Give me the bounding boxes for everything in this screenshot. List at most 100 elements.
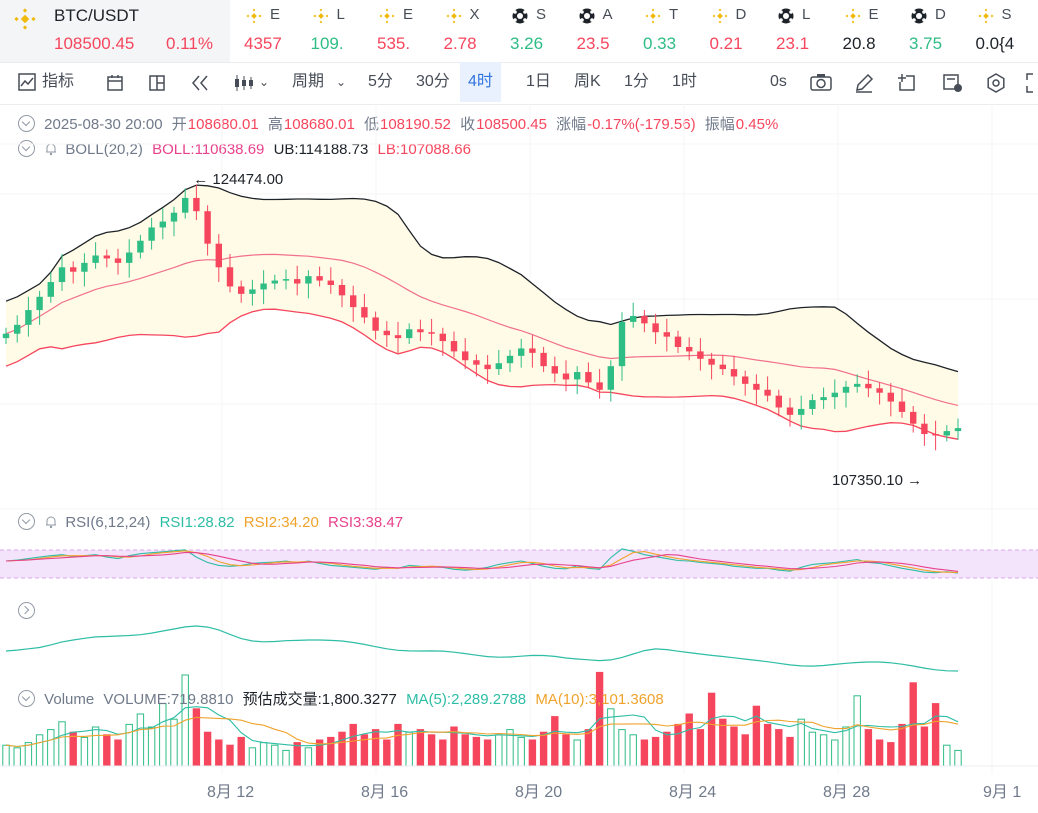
ticker-item[interactable]: D 0.21 [698,0,764,62]
template-icon[interactable] [942,73,964,93]
volume-bar [103,734,111,767]
volume-bar [551,716,559,767]
volume-bar [842,726,850,767]
price-change: 0.11% [166,34,213,53]
candle-body [92,255,99,263]
candle-body [126,252,133,263]
binance-coin-icon [313,8,328,24]
expand-panel [18,602,40,620]
interval-tab[interactable]: 1分 [624,73,649,90]
volume-bar [775,729,783,767]
volume-bar [864,729,873,767]
volume-legend: Volume VOLUME:719.8810 预估成交量:1,800.3277 … [18,688,669,709]
candle-body [910,411,917,424]
rewind-icon[interactable] [190,74,210,92]
volume-bar [920,726,929,767]
rsi-line-2 [5,550,959,574]
volume-bar [528,739,537,767]
ticker-item[interactable]: L 109. [299,0,365,62]
chevron-down-icon[interactable]: ⌄ [259,75,270,89]
volume-bar [125,723,133,767]
main-ticker[interactable]: BTC/USDT 108500.45 0.11% [0,0,230,62]
candle-body [327,280,334,285]
candle-type-icon[interactable] [232,74,254,92]
layout-icon[interactable] [148,74,166,92]
candle-body [193,197,200,212]
candle-body [226,267,234,287]
collapse-toggle-icon[interactable] [18,115,35,132]
candle-body [372,317,379,331]
candle-body [518,348,525,356]
ticker-symbol: S [1001,6,1012,23]
volume-bar [47,729,55,767]
volume-ma10: MA(10):3,101.3608 [535,691,664,708]
interval-tab[interactable]: 5分 [368,73,393,90]
ticker-item[interactable]: T 0.33 [631,0,697,62]
x-axis-label: 8月 16 [361,784,409,801]
candle-body [350,295,357,308]
interval-tab[interactable]: 周K [574,73,601,90]
candle-body [305,276,312,284]
volume-bar [248,747,257,767]
ticker-item[interactable]: A 23.5 [565,0,631,62]
candle-body [383,330,390,336]
period-dropdown[interactable]: 周期 [292,73,325,90]
candle-body [417,329,424,333]
ticker-item[interactable]: X 2.78 [432,0,498,62]
chart-canvas[interactable]: ← 124474.00 107350.10 → [0,104,1038,784]
chevron-down-icon[interactable]: ⌄ [336,75,347,89]
expand-toggle-icon[interactable] [18,602,35,619]
camera-icon[interactable] [810,73,832,91]
x-axis-label: 9月 1 [983,784,1022,801]
ticker-item[interactable]: S 3.26 [498,0,564,62]
candle-body [786,407,794,415]
indicator-icon[interactable] [18,73,36,91]
ticker-change: 0.21 [709,34,743,53]
collapse-toggle-icon[interactable] [18,140,35,157]
candle-body [529,348,536,353]
interval-tab[interactable]: 1时 [672,73,697,90]
ticker-item[interactable]: L 23.1 [764,0,830,62]
candle-body [249,289,256,294]
bell-icon[interactable] [44,142,58,156]
ticker-item[interactable]: D 3.75 [897,0,963,62]
volume-bar [427,734,436,767]
boll-upper-line [5,184,959,373]
ticker-item[interactable]: E 20.8 [831,0,897,62]
candle-body [932,434,939,436]
candle-body [921,423,928,435]
interval-tab[interactable]: 30分 [416,73,450,90]
rsi2-value: RSI2:34.20 [243,514,319,531]
ticker-item[interactable]: E 4357 [232,0,298,62]
calendar-icon[interactable] [106,74,124,92]
candle-body [954,428,962,432]
interval-tab[interactable]: 1日 [526,73,551,90]
pencil-icon[interactable] [854,73,874,93]
collapse-toggle-icon[interactable] [18,690,35,707]
volume-bar [91,726,100,767]
volume-bar [80,736,89,767]
volume-bar [371,729,380,767]
candle-body [898,401,906,412]
indicators-button[interactable]: 指标 [42,73,75,90]
volume-bar [584,729,593,767]
candle-body [708,358,715,365]
collapse-toggle-icon[interactable] [18,513,35,530]
x-axis-label: 8月 28 [823,784,871,801]
volume-bar [831,739,839,767]
candle-body [854,383,861,387]
add-window-icon[interactable] [897,73,917,93]
interval-tab[interactable]: 4时 [460,62,501,102]
ticker-change: 2.78 [443,34,477,53]
fullscreen-icon[interactable] [1026,73,1038,93]
volume-bar [159,703,167,767]
candle-body [439,333,446,342]
ticker-item[interactable]: E 535. [365,0,431,62]
candle-body [114,258,122,263]
gear-icon[interactable] [986,73,1006,93]
candle-body [876,388,883,393]
candle-body [742,376,749,384]
bell-icon[interactable] [44,515,58,529]
ticker-item[interactable]: S 0.0{4 [964,0,1030,62]
volume-bar [237,736,245,767]
